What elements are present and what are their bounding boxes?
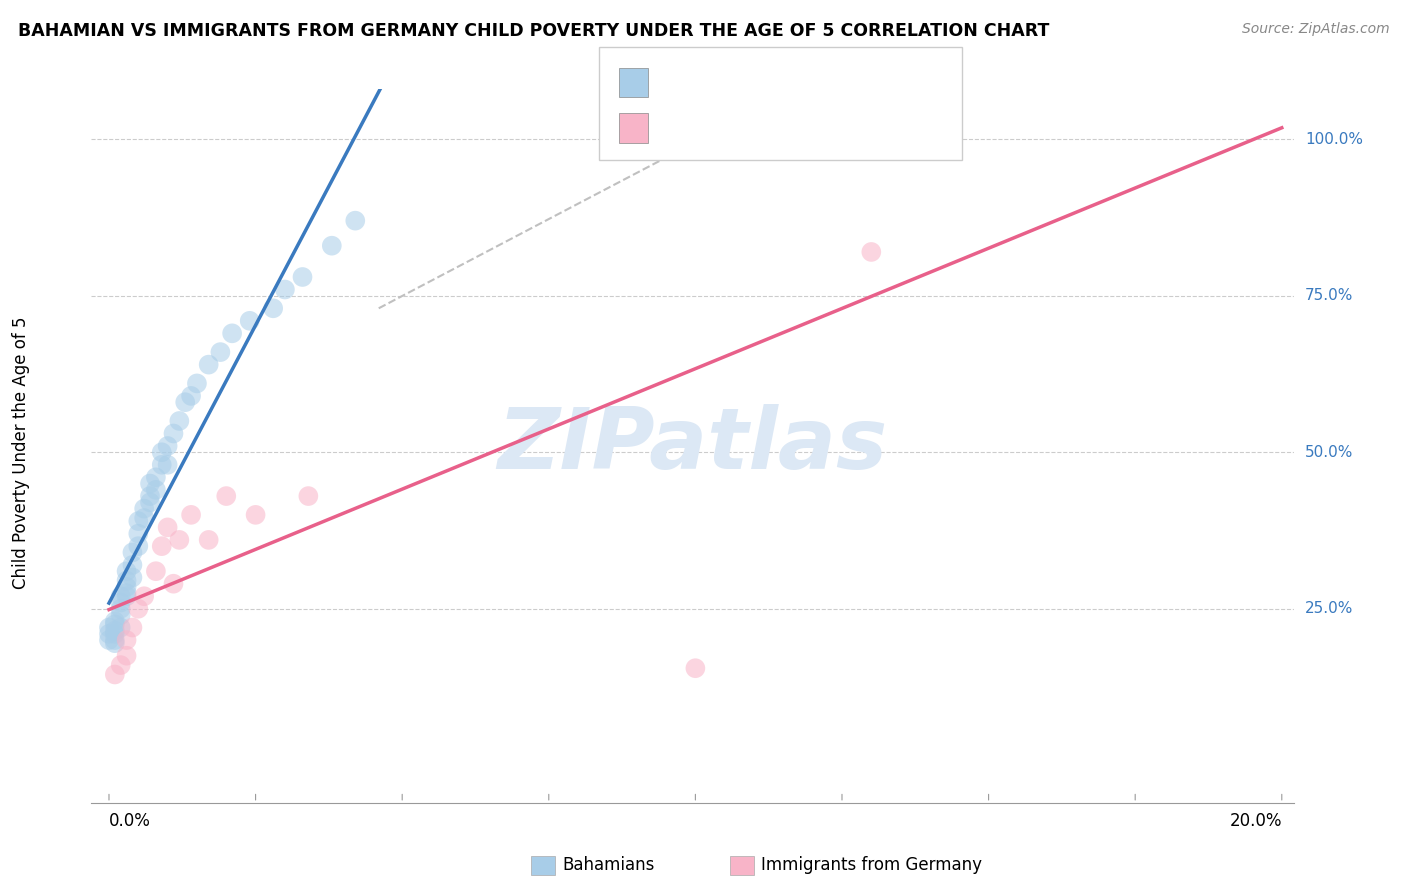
Point	[115, 580, 138, 594]
Point	[145, 564, 167, 578]
Point	[104, 624, 127, 638]
Point	[127, 514, 149, 528]
Point	[104, 617, 127, 632]
Point	[221, 326, 243, 341]
Point	[262, 301, 284, 316]
Point	[321, 238, 343, 252]
Point	[115, 574, 138, 588]
Point	[186, 376, 208, 391]
Point	[197, 358, 219, 372]
Point	[180, 508, 202, 522]
Point	[860, 244, 883, 259]
Point	[162, 426, 184, 441]
Point	[139, 476, 162, 491]
Point	[104, 633, 127, 648]
Point	[110, 621, 132, 635]
Point	[180, 389, 202, 403]
Point	[127, 539, 149, 553]
Text: 0.0%: 0.0%	[110, 813, 150, 830]
Point	[134, 511, 156, 525]
Text: 100.0%: 100.0%	[1305, 132, 1364, 147]
Point	[127, 526, 149, 541]
Point	[139, 489, 162, 503]
Point	[121, 558, 143, 572]
Point	[162, 576, 184, 591]
Text: Bahamians: Bahamians	[562, 856, 655, 874]
Point	[156, 458, 179, 472]
Point	[197, 533, 219, 547]
Point	[145, 483, 167, 497]
Text: Child Poverty Under the Age of 5: Child Poverty Under the Age of 5	[13, 316, 30, 589]
Point	[344, 213, 367, 227]
Point	[110, 595, 132, 609]
Point	[145, 470, 167, 484]
Point	[121, 570, 143, 584]
Point	[150, 458, 173, 472]
Point	[104, 636, 127, 650]
Point	[121, 621, 143, 635]
Point	[245, 508, 267, 522]
Text: 20.0%: 20.0%	[1229, 813, 1282, 830]
Point	[115, 633, 138, 648]
Point	[134, 589, 156, 603]
Point	[150, 539, 173, 553]
Point	[139, 495, 162, 509]
Point	[291, 270, 314, 285]
Point	[121, 545, 143, 559]
Text: 50.0%: 50.0%	[1305, 445, 1354, 459]
Point	[110, 658, 132, 673]
Text: BAHAMIAN VS IMMIGRANTS FROM GERMANY CHILD POVERTY UNDER THE AGE OF 5 CORRELATION: BAHAMIAN VS IMMIGRANTS FROM GERMANY CHIL…	[18, 22, 1050, 40]
Point	[104, 667, 127, 681]
Point	[685, 661, 707, 675]
Point	[209, 345, 232, 359]
Point	[115, 648, 138, 663]
Point	[104, 627, 127, 641]
Text: Immigrants from Germany: Immigrants from Germany	[761, 856, 981, 874]
Point	[239, 314, 262, 328]
Text: ZIPatlas: ZIPatlas	[498, 404, 887, 488]
Point	[98, 627, 121, 641]
Point	[918, 132, 941, 146]
Point	[104, 614, 127, 628]
Point	[115, 589, 138, 603]
Point	[98, 633, 121, 648]
Point	[156, 520, 179, 534]
Point	[297, 489, 319, 503]
Text: R = 0.663   N = 50: R = 0.663 N = 50	[658, 70, 886, 90]
Point	[134, 501, 156, 516]
Point	[169, 533, 191, 547]
Text: 75.0%: 75.0%	[1305, 288, 1354, 303]
Point	[110, 607, 132, 622]
Point	[98, 621, 121, 635]
Point	[274, 283, 297, 297]
Text: Source: ZipAtlas.com: Source: ZipAtlas.com	[1241, 22, 1389, 37]
Point	[115, 586, 138, 600]
Point	[110, 601, 132, 615]
Point	[150, 445, 173, 459]
Text: 25.0%: 25.0%	[1305, 601, 1354, 616]
Point	[110, 589, 132, 603]
Point	[215, 489, 238, 503]
Point	[115, 564, 138, 578]
Point	[169, 414, 191, 428]
Text: R = 0.720   N = 20: R = 0.720 N = 20	[658, 120, 887, 139]
Point	[127, 601, 149, 615]
Point	[174, 395, 197, 409]
Point	[156, 439, 179, 453]
